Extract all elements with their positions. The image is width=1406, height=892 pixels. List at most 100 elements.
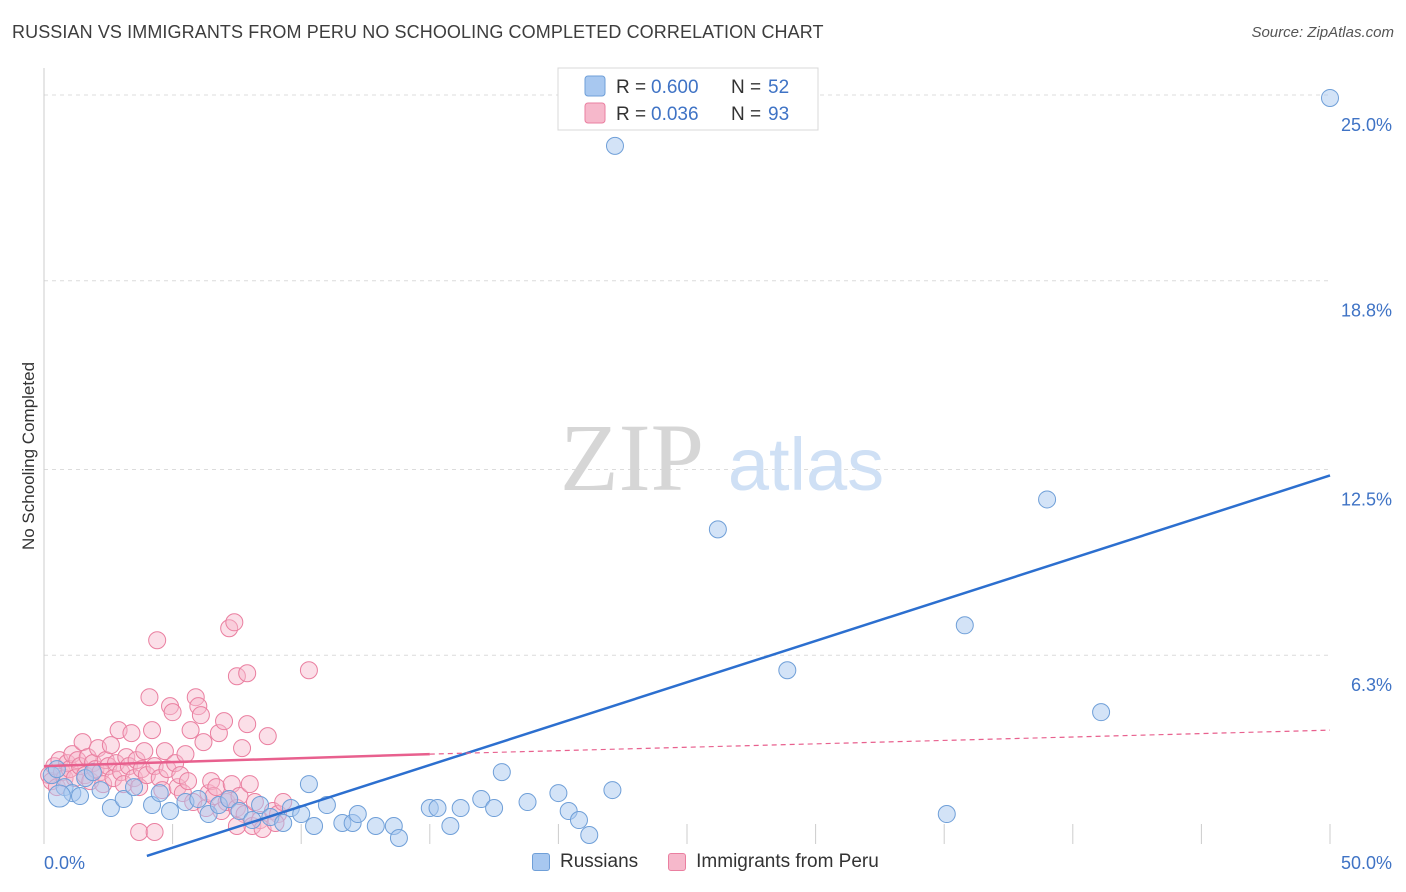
legend-swatch-peru-bottom	[668, 853, 687, 871]
y-tick-labels: 6.3% 12.5% 18.8% 25.0%	[1341, 115, 1392, 695]
russians-point-36	[428, 799, 447, 818]
russians-point-15	[189, 790, 208, 809]
grid-lines	[44, 94, 1330, 656]
peru-point-13	[73, 733, 92, 752]
peru-trend-line	[43, 752, 430, 768]
peru-point-91	[145, 823, 164, 842]
peru-point-54	[179, 772, 198, 791]
russians-point-48	[605, 136, 624, 155]
peru-point-63	[202, 772, 221, 791]
legend-swatch-russians-bottom	[532, 853, 550, 871]
peru-point-45	[155, 742, 174, 761]
russians-point-7	[91, 781, 110, 800]
legend-swatch-peru	[584, 102, 606, 124]
peru-point-65	[207, 778, 226, 797]
peru-point-60	[194, 733, 213, 752]
russians-point-large	[47, 784, 71, 808]
peru-point-55	[181, 721, 200, 740]
russians-point-26	[299, 775, 318, 794]
russians-point-1	[47, 760, 66, 779]
peru-trend-line-extension	[429, 729, 1331, 755]
peru-point-39	[140, 688, 159, 707]
russians-point-54	[1092, 703, 1111, 722]
peru-point-89	[238, 664, 257, 683]
russians-point-43	[549, 784, 568, 803]
legend-label-russians: Russians	[560, 851, 639, 872]
peru-point-85	[299, 661, 318, 680]
peru-point-66	[209, 724, 228, 743]
russians-point-12	[150, 784, 169, 803]
legend-n-label-russians: N =	[731, 77, 761, 98]
russians-point-32	[366, 817, 385, 836]
russians-point-6	[83, 763, 102, 782]
peru-point-86	[220, 619, 239, 638]
russians-point-9	[114, 790, 133, 809]
legend-item-peru[interactable]: Immigrants from Peru	[668, 851, 879, 873]
russians-point-34	[389, 829, 408, 848]
russians-point-28	[317, 796, 336, 815]
russians-point-23	[274, 814, 293, 833]
peru-point-90	[130, 823, 149, 842]
russians-point-50	[778, 661, 797, 680]
peru-point-88	[227, 667, 246, 686]
y-tick-label-2: 18.8%	[1341, 301, 1392, 321]
russians-point-31	[348, 805, 367, 824]
russians-point-52	[955, 616, 974, 635]
russians-point-39	[472, 790, 491, 809]
y-tick-label-1: 12.5%	[1341, 489, 1392, 509]
y-axis-label: No Schooling Completed	[19, 362, 38, 550]
russians-point-51	[937, 805, 956, 824]
peru-point-32	[122, 724, 141, 743]
peru-point-50	[168, 778, 187, 797]
peru-point-53	[176, 745, 195, 764]
x-tick-label-max: 50.0%	[1341, 853, 1392, 873]
russians-point-10	[125, 778, 144, 797]
russians-point-46	[580, 826, 599, 845]
peru-point-74	[233, 739, 252, 758]
legend-r-value-peru: 0.036	[651, 104, 699, 125]
peru-point-59	[191, 706, 210, 725]
russians-point-37	[441, 817, 460, 836]
russians-point-21	[251, 796, 270, 815]
russians-point-40	[485, 799, 504, 818]
russians-point-49	[708, 520, 727, 539]
russians-point-8	[101, 799, 120, 818]
peru-point-81	[258, 727, 277, 746]
series-legend: Russians Immigrants from Peru	[532, 851, 909, 873]
trend-lines	[43, 474, 1331, 858]
peru-point-42	[148, 631, 167, 650]
watermark: ZIP atlas	[560, 404, 884, 511]
russians-point-41	[492, 763, 511, 782]
watermark-atlas: atlas	[728, 423, 884, 506]
peru-point-24	[101, 736, 120, 755]
correlation-legend: R = 0.600 N = 52 R = 0.036 N = 93	[557, 67, 819, 131]
russians-point-4	[71, 787, 90, 806]
peru-point-77	[240, 775, 259, 794]
russians-point-42	[518, 793, 537, 812]
russians-point-27	[305, 817, 324, 836]
legend-r-value-russians: 0.600	[651, 77, 699, 98]
peru-point-48	[163, 703, 182, 722]
legend-r-label-russians: R =	[616, 77, 646, 98]
peru-point-68	[215, 712, 234, 731]
peru-point-76	[238, 715, 257, 734]
legend-item-russians[interactable]: Russians	[532, 851, 638, 873]
peru-point-40	[143, 721, 162, 740]
legend-label-peru: Immigrants from Peru	[696, 851, 879, 872]
russians-point-47	[603, 781, 622, 800]
peru-point-87	[225, 613, 244, 632]
russians-point-19	[230, 802, 249, 821]
y-tick-label-0: 6.3%	[1351, 675, 1392, 695]
legend-swatch-russians	[584, 75, 606, 97]
x-ticks	[43, 824, 1331, 844]
y-tick-label-3: 25.0%	[1341, 115, 1392, 135]
legend-n-value-peru: 93	[768, 104, 789, 125]
peru-point-37	[135, 742, 154, 761]
russians-point-53	[1038, 490, 1057, 509]
russians-point-45	[569, 811, 588, 830]
legend-n-value-russians: 52	[768, 77, 789, 98]
russians-point-13	[161, 802, 180, 821]
watermark-zip: ZIP	[560, 404, 704, 511]
x-tick-labels: 0.0% 50.0%	[44, 853, 1392, 873]
